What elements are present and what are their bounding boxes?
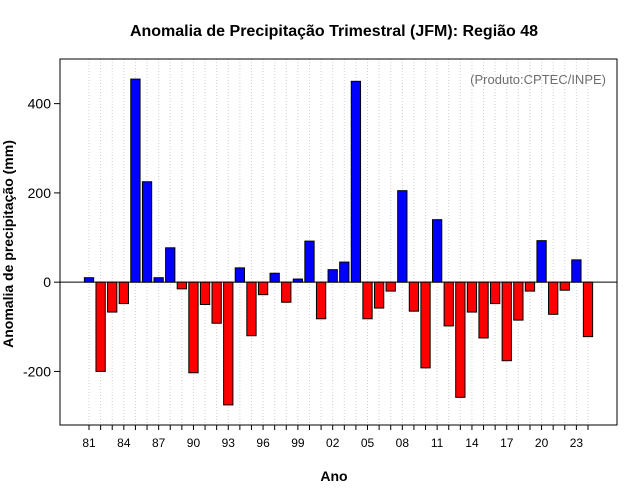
y-tick-label: 200 bbox=[28, 185, 52, 201]
bar-09 bbox=[408, 281, 420, 312]
bar-02 bbox=[327, 269, 338, 283]
bar-23 bbox=[571, 259, 582, 283]
bar-94 bbox=[234, 267, 246, 283]
bar-05 bbox=[362, 281, 373, 320]
bar-19 bbox=[524, 281, 536, 292]
bar-92 bbox=[211, 281, 222, 324]
x-tick-label: 96 bbox=[256, 436, 270, 450]
bar-87 bbox=[153, 277, 164, 283]
bar-11 bbox=[431, 219, 443, 283]
x-tick-label: 90 bbox=[187, 436, 201, 450]
x-tick-label: 20 bbox=[535, 436, 549, 450]
bars bbox=[83, 78, 594, 406]
bar-95 bbox=[246, 281, 257, 337]
bar-03 bbox=[339, 261, 350, 283]
x-tick-label: 87 bbox=[152, 436, 166, 450]
bar-82 bbox=[95, 281, 106, 372]
bar-04 bbox=[350, 80, 362, 283]
x-tick-label: 17 bbox=[500, 436, 514, 450]
x-tick-label: 99 bbox=[291, 436, 305, 450]
x-axis: 81 84 87 90 93 96 99 02 05 08 11 14 17 20 23 bbox=[82, 425, 589, 450]
bar-93 bbox=[223, 281, 234, 406]
y-tick-label: -200 bbox=[23, 363, 51, 379]
bar-81 bbox=[83, 277, 95, 283]
x-tick-label: 84 bbox=[117, 436, 131, 450]
bar-08 bbox=[397, 190, 408, 283]
chart-title: Anomalia de Precipitação Trimestral (JFM… bbox=[130, 23, 538, 40]
bar-06 bbox=[373, 281, 385, 309]
y-tick-label: 0 bbox=[43, 274, 51, 290]
vertical-grid bbox=[88, 59, 589, 425]
bar-91 bbox=[199, 281, 211, 305]
x-axis-label: Ano bbox=[320, 468, 347, 484]
bar-00 bbox=[304, 240, 315, 283]
bar-17 bbox=[501, 281, 512, 362]
x-tick-label: 11 bbox=[431, 436, 444, 450]
bar-96 bbox=[257, 281, 269, 296]
bar-13 bbox=[455, 281, 466, 398]
bar-15 bbox=[478, 281, 489, 339]
x-tick-label: 81 bbox=[82, 436, 96, 450]
bar-98 bbox=[281, 281, 292, 303]
bar-83 bbox=[107, 281, 118, 313]
bar-07 bbox=[385, 281, 396, 292]
y-axis: -200 0 200 400 bbox=[23, 96, 60, 379]
x-tick-label: 02 bbox=[326, 436, 340, 450]
x-tick-label: 93 bbox=[222, 436, 236, 450]
x-tick-label: 14 bbox=[465, 436, 479, 450]
plot-frame bbox=[59, 58, 618, 426]
bar-18 bbox=[513, 281, 524, 321]
bar-84 bbox=[118, 281, 129, 305]
bar-10 bbox=[420, 281, 431, 369]
bar-90 bbox=[188, 281, 199, 374]
bar-12 bbox=[443, 281, 454, 327]
bar-20 bbox=[536, 240, 547, 283]
x-tick-label: 23 bbox=[570, 436, 584, 450]
bar-85 bbox=[130, 78, 141, 283]
x-tick-label: 05 bbox=[361, 436, 375, 450]
bar-24 bbox=[582, 281, 594, 338]
product-annotation: (Produto:CPTEC/INPE) bbox=[470, 72, 606, 87]
bar-88 bbox=[165, 247, 176, 283]
bar-01 bbox=[315, 281, 327, 320]
bar-86 bbox=[141, 181, 153, 283]
bar-22 bbox=[559, 281, 570, 291]
x-tick-label: 08 bbox=[396, 436, 410, 450]
bar-99 bbox=[292, 278, 304, 283]
y-axis-label: Anomalia de precipitação (mm) bbox=[0, 140, 16, 348]
bar-97 bbox=[269, 272, 280, 283]
bar-89 bbox=[176, 281, 187, 290]
y-tick-label: 400 bbox=[28, 96, 52, 112]
bar-16 bbox=[490, 281, 501, 305]
bar-14 bbox=[466, 281, 478, 313]
bar-21 bbox=[548, 281, 559, 315]
